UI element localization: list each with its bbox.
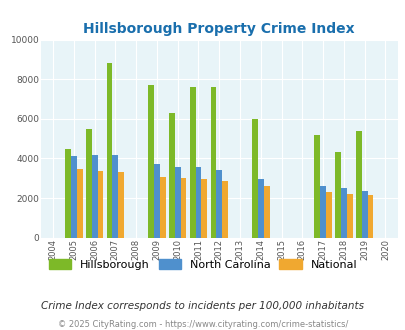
Bar [71, 156, 77, 238]
Bar [325, 192, 331, 238]
Bar [320, 186, 325, 238]
Bar [355, 131, 361, 238]
Title: Hillsborough Property Crime Index: Hillsborough Property Crime Index [83, 22, 354, 36]
Bar [65, 148, 71, 238]
Bar [334, 152, 340, 238]
Bar [97, 171, 103, 238]
Bar [252, 119, 257, 238]
Bar [175, 167, 180, 238]
Bar [201, 179, 207, 238]
Bar [257, 179, 263, 238]
Bar [180, 178, 186, 238]
Bar [86, 129, 92, 238]
Bar [168, 113, 175, 238]
Bar [118, 172, 124, 238]
Bar [216, 170, 222, 238]
Bar [340, 188, 346, 238]
Bar [112, 155, 118, 238]
Bar [160, 177, 165, 238]
Bar [210, 87, 216, 238]
Bar [367, 195, 373, 238]
Bar [361, 191, 367, 238]
Bar [313, 135, 320, 238]
Bar [222, 181, 227, 238]
Bar [263, 186, 269, 238]
Bar [92, 155, 97, 238]
Legend: Hillsborough, North Carolina, National: Hillsborough, North Carolina, National [45, 256, 360, 273]
Text: © 2025 CityRating.com - https://www.cityrating.com/crime-statistics/: © 2025 CityRating.com - https://www.city… [58, 320, 347, 329]
Text: Crime Index corresponds to incidents per 100,000 inhabitants: Crime Index corresponds to incidents per… [41, 301, 364, 311]
Bar [189, 87, 195, 238]
Bar [148, 85, 153, 238]
Bar [107, 63, 112, 238]
Bar [346, 194, 352, 238]
Bar [77, 169, 82, 238]
Bar [195, 167, 201, 238]
Bar [153, 164, 160, 238]
